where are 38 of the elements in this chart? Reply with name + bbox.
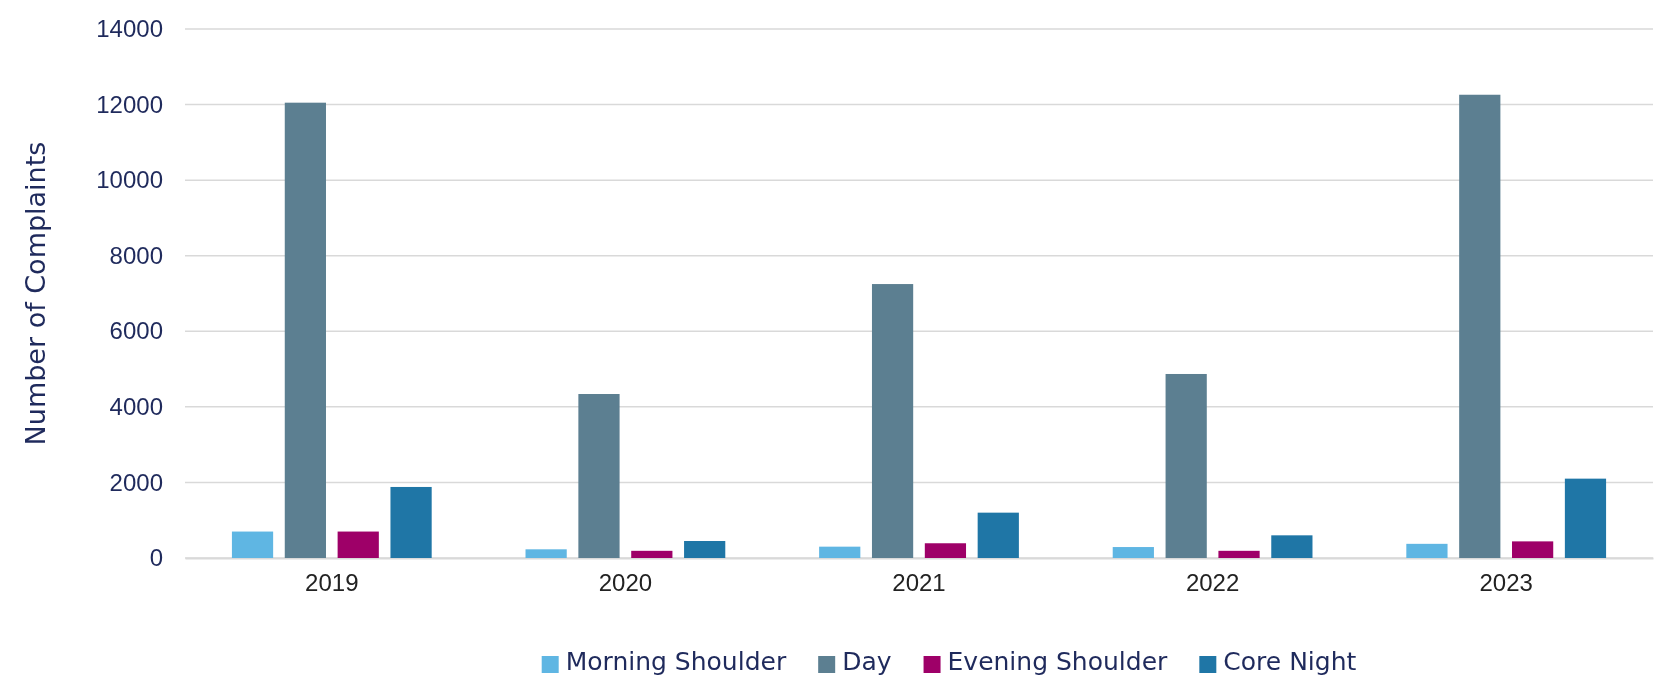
bar	[231, 531, 274, 558]
bar	[924, 543, 967, 558]
bar	[578, 394, 620, 558]
bar	[977, 512, 1019, 558]
bar	[390, 486, 432, 558]
legend-label: Day	[842, 647, 892, 676]
bar	[337, 531, 379, 558]
y-axis-title: Number of Complaints	[20, 141, 51, 446]
bar	[819, 546, 861, 558]
y-tick-label: 12000	[96, 90, 163, 118]
bar	[1564, 478, 1607, 558]
legend-label: Evening Shoulder	[947, 647, 1169, 676]
y-tick-label: 4000	[109, 393, 163, 421]
y-tick-label: 10000	[96, 166, 163, 194]
bar	[684, 541, 726, 558]
bar	[1406, 543, 1448, 558]
bar	[631, 550, 673, 558]
x-tick-label: 2022	[1185, 569, 1240, 597]
x-tick-label: 2020	[598, 569, 653, 597]
y-tick-label: 8000	[109, 241, 163, 269]
legend-label: Morning Shoulder	[565, 647, 787, 676]
y-tick-label: 2000	[109, 468, 163, 496]
y-tick-label: 0	[149, 544, 163, 572]
legend-label: Core Night	[1223, 647, 1357, 676]
bar	[1112, 547, 1154, 558]
bar	[1165, 373, 1207, 558]
bar	[1459, 94, 1501, 558]
bar	[1271, 535, 1313, 558]
x-tick-label: 2023	[1479, 569, 1533, 597]
x-tick-label: 2019	[305, 569, 359, 597]
x-tick-label: 2021	[892, 569, 946, 597]
bar	[525, 549, 567, 558]
y-tick-label: 6000	[109, 317, 163, 345]
bar	[284, 102, 326, 558]
y-tick-label: 14000	[96, 15, 163, 43]
bar	[1218, 550, 1260, 558]
bar	[1512, 541, 1554, 558]
bar	[871, 284, 914, 558]
